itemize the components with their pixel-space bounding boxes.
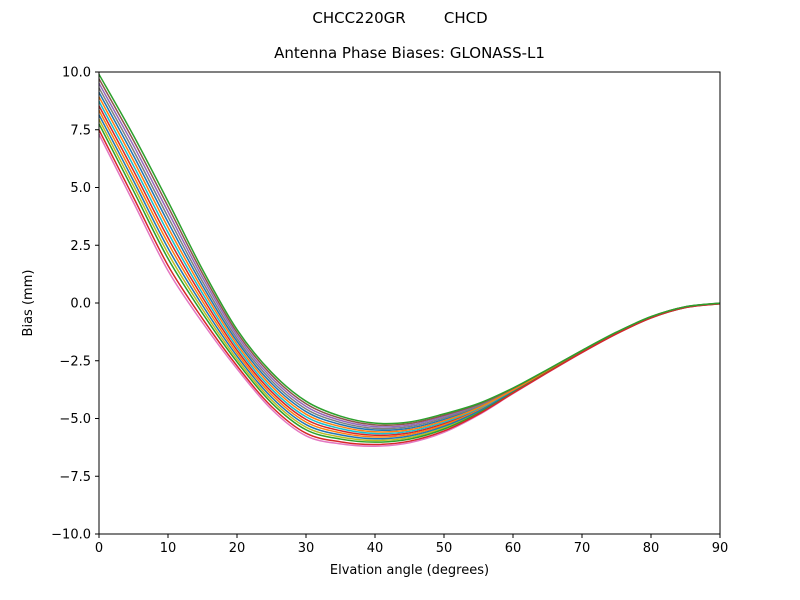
y-axis-label: Bias (mm): [21, 270, 36, 337]
y-tick-label: 7.5: [70, 123, 91, 138]
x-tick-label: 60: [505, 541, 522, 556]
y-tick-label: −5.0: [59, 412, 91, 427]
series-line-11: [98, 123, 721, 443]
series-line-12: [98, 129, 721, 446]
x-tick-label: 80: [643, 541, 660, 556]
x-axis-label: Elvation angle (degrees): [330, 563, 489, 578]
y-tick-label: 5.0: [70, 181, 91, 196]
y-tick-label: −10.0: [51, 528, 91, 543]
x-tick-label: 30: [298, 541, 315, 556]
series-line-03: [98, 109, 721, 438]
x-tick-label: 10: [160, 541, 177, 556]
series-line-14: [98, 73, 721, 425]
x-tick-label: 90: [712, 541, 729, 556]
series-line-13: [98, 78, 721, 426]
axes-title: Antenna Phase Biases: GLONASS-L1: [274, 44, 545, 62]
x-tick-label: 50: [436, 541, 453, 556]
y-tick-label: 0.0: [70, 297, 91, 312]
y-tick-label: −2.5: [59, 354, 91, 369]
y-tick-label: 2.5: [70, 239, 91, 254]
x-tick-label: 20: [229, 541, 246, 556]
x-tick-label: 40: [367, 541, 384, 556]
y-tick-label: 10.0: [62, 66, 91, 81]
x-tick-label: 70: [574, 541, 591, 556]
x-tick-label: 0: [95, 541, 103, 556]
figure-suptitle: CHCC220GR CHCD: [312, 9, 488, 27]
series-line-10: [98, 96, 721, 433]
y-tick-label: −7.5: [59, 470, 91, 485]
